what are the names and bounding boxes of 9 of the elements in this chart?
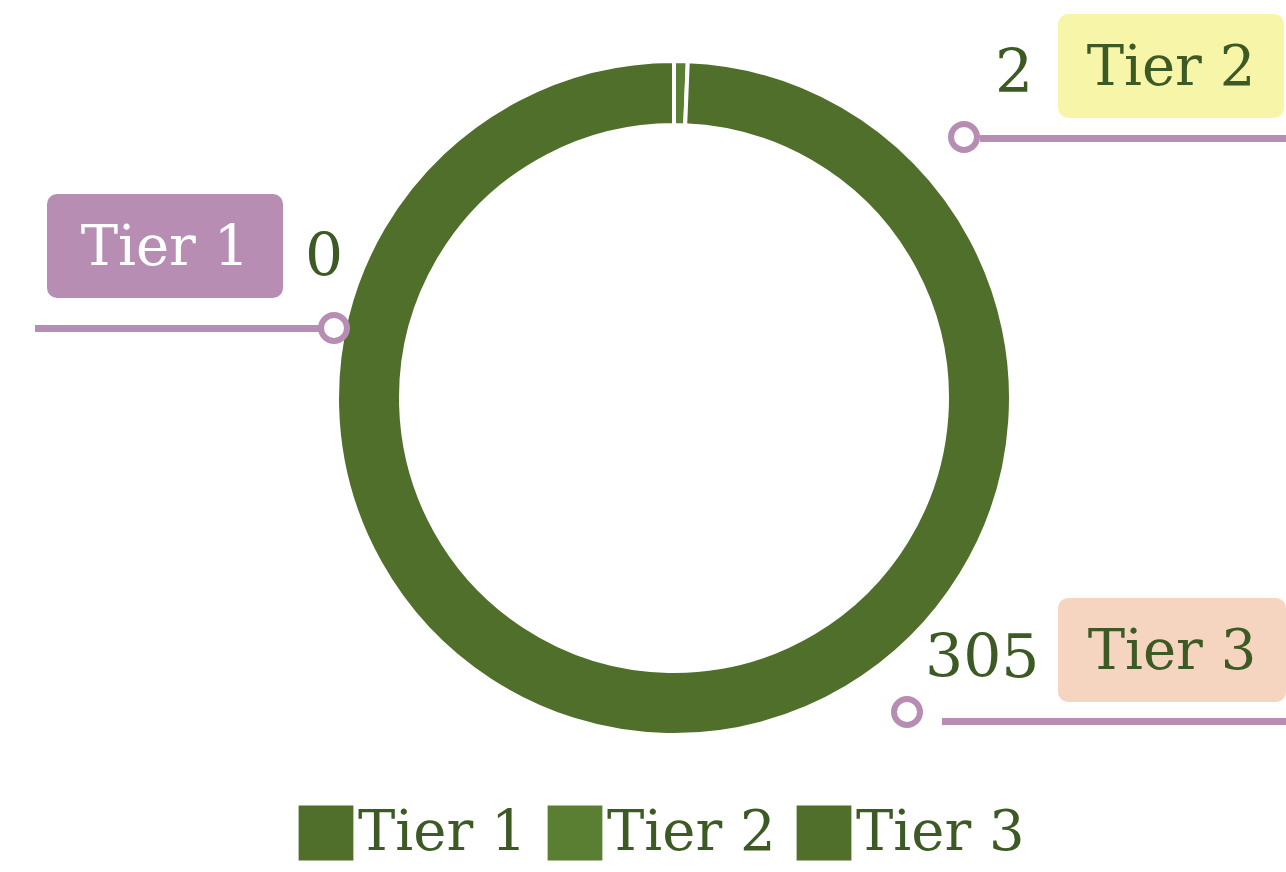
- legend-label: Tier 2: [607, 798, 776, 863]
- legend-label: Tier 1: [358, 798, 527, 863]
- text: 2: [995, 36, 1034, 106]
- category-label: Tier 1: [80, 213, 250, 278]
- legend-label: Tier 3: [856, 798, 1025, 863]
- text: 305: [925, 621, 1040, 691]
- slice-label: Tier 3: [1058, 598, 1286, 702]
- text: 0: [305, 220, 344, 290]
- category-label: Tier 2: [1086, 33, 1256, 98]
